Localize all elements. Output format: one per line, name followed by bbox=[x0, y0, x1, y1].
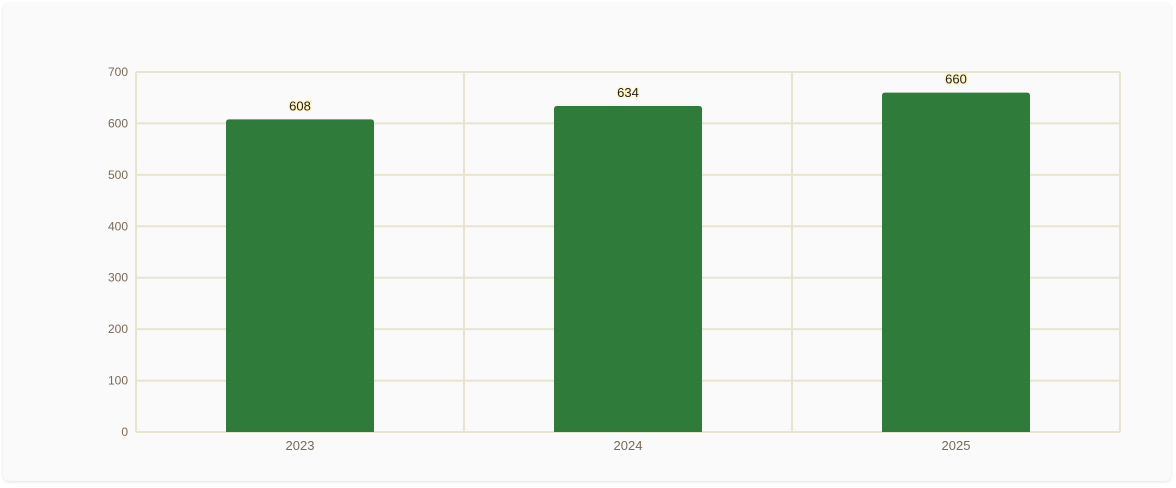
y-tick-label: 100 bbox=[108, 374, 128, 388]
x-axis-ticks: 2023 2024 2025 bbox=[286, 438, 971, 453]
x-tick-label-2025: 2025 bbox=[942, 438, 971, 453]
x-tick-label-2024: 2024 bbox=[614, 438, 643, 453]
y-tick-label: 600 bbox=[108, 116, 128, 130]
y-tick-label: 500 bbox=[108, 168, 128, 182]
y-tick-label: 700 bbox=[108, 65, 128, 79]
bar-2024[interactable] bbox=[554, 105, 702, 432]
x-tick-label-2023: 2023 bbox=[286, 438, 315, 453]
y-tick-label: 200 bbox=[108, 322, 128, 336]
data-label-2025: 660 bbox=[945, 72, 967, 87]
y-tick-label: 0 bbox=[121, 425, 128, 439]
y-tick-label: 300 bbox=[108, 271, 128, 285]
y-tick-label: 400 bbox=[108, 219, 128, 233]
bar-2023[interactable] bbox=[226, 119, 374, 433]
bars bbox=[226, 92, 1030, 433]
data-labels: 608 634 660 bbox=[288, 70, 969, 115]
data-label-2023: 608 bbox=[289, 98, 311, 113]
y-axis-ticks: 0 100 200 300 400 500 600 700 bbox=[108, 65, 128, 439]
bar-2025[interactable] bbox=[882, 92, 1030, 433]
data-label-2024: 634 bbox=[617, 85, 639, 100]
